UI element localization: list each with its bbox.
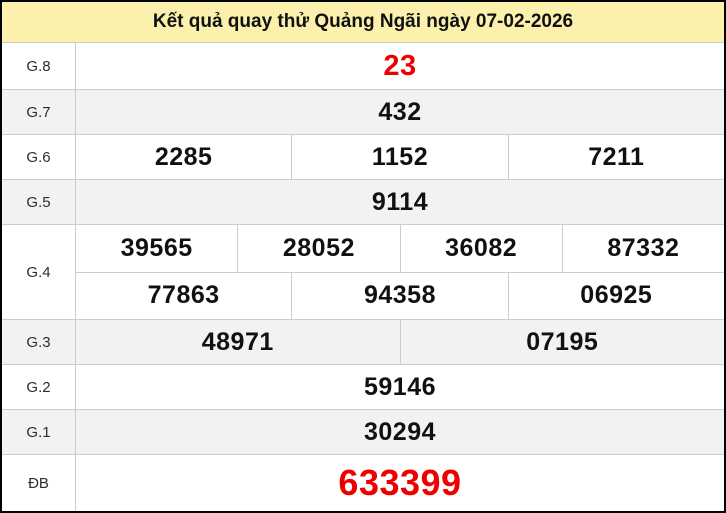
prize-number: 48971 [201, 327, 274, 356]
prize-row-g5: G.5 9114 [2, 180, 724, 225]
prize-number: 36082 [399, 225, 562, 272]
prize-number: 23 [383, 49, 417, 82]
prize-values-g3: 48971 07195 [76, 320, 724, 364]
prize-values-g2: 59146 [76, 365, 724, 409]
prize-row-g8: G.8 23 [2, 43, 724, 90]
prize-number: 06925 [507, 272, 724, 319]
prize-number: 1152 [291, 135, 507, 179]
prize-label-g4: G.4 [2, 225, 76, 319]
prize-number: 39565 [120, 233, 193, 262]
prize-number: 633399 [338, 462, 462, 503]
prize-label-g6: G.6 [2, 135, 76, 179]
table-title: Kết quả quay thử Quảng Ngãi ngày 07-02-2… [2, 2, 724, 43]
prize-number: 59146 [363, 372, 437, 401]
prize-row-g3: G.3 48971 07195 [2, 320, 724, 365]
prize-values-g1: 30294 [76, 410, 724, 454]
prize-label-g2: G.2 [2, 365, 76, 409]
prize-label-g8: G.8 [2, 43, 76, 89]
prize-number: 7211 [507, 135, 724, 179]
prize-number: 30294 [363, 417, 437, 446]
prize-number: 9114 [371, 187, 429, 216]
prize-label-g1: G.1 [2, 410, 76, 454]
prize-values-g5: 9114 [76, 180, 724, 224]
prize-label-db: ĐB [2, 455, 76, 511]
prize-label-g7: G.7 [2, 90, 76, 134]
prize-values-g7: 432 [76, 90, 724, 134]
prize-number: 94358 [291, 272, 507, 319]
prize-number: 432 [378, 97, 422, 126]
prize-values-g4: 39565 28052 36082 87332 77863 94358 0692… [76, 225, 724, 319]
prize-number: 87332 [561, 225, 724, 272]
prize-row-g6: G.6 2285 1152 7211 [2, 135, 724, 180]
prize-number: 77863 [147, 281, 220, 310]
prize-number: 2285 [154, 142, 213, 171]
prize-label-g5: G.5 [2, 180, 76, 224]
prize-number: 28052 [237, 225, 399, 272]
prize-label-g3: G.3 [2, 320, 76, 364]
prize-number: 07195 [399, 320, 725, 364]
prize-values-g6: 2285 1152 7211 [76, 135, 724, 179]
prize-row-g4: G.4 39565 28052 36082 87332 77863 94358 … [2, 225, 724, 320]
prize-values-db: 633399 [76, 455, 724, 511]
prize-row-g2: G.2 59146 [2, 365, 724, 410]
prize-values-g8: 23 [76, 43, 724, 89]
prize-row-db: ĐB 633399 [2, 455, 724, 511]
prize-row-g1: G.1 30294 [2, 410, 724, 455]
prize-row-g7: G.7 432 [2, 90, 724, 135]
